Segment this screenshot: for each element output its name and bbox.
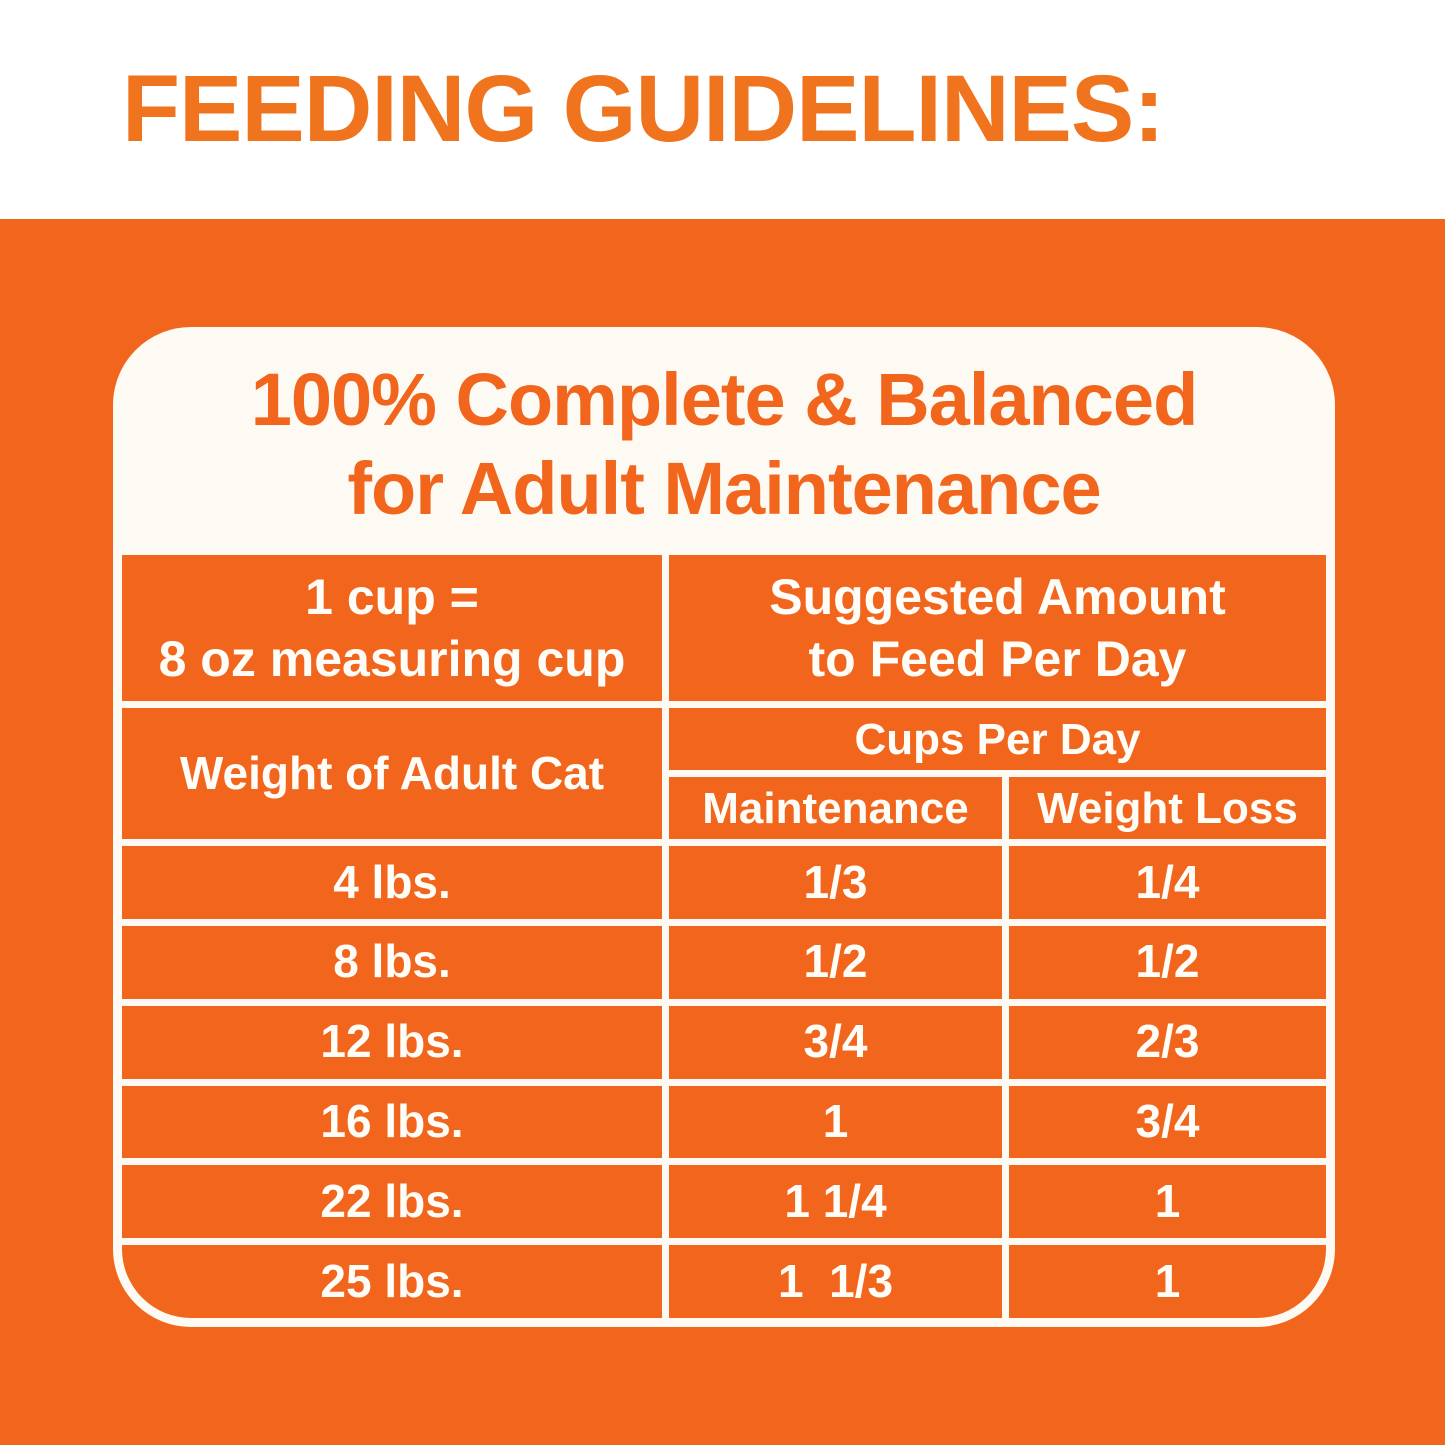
orange-background: 100% Complete & Balanced for Adult Maint… bbox=[0, 219, 1445, 1445]
column-header-maintenance: Maintenance bbox=[669, 777, 1002, 839]
card-title: 100% Complete & Balanced for Adult Maint… bbox=[122, 336, 1326, 548]
feeding-guidelines-card: 100% Complete & Balanced for Adult Maint… bbox=[113, 327, 1335, 1327]
weight-cell: 8 lbs. bbox=[122, 925, 662, 999]
header-band: FEEDING GUIDELINES: bbox=[0, 0, 1445, 219]
feeding-table: 1 cup = 8 oz measuring cup Suggested Amo… bbox=[122, 548, 1326, 1318]
weight-loss-cell: 1 bbox=[1009, 1245, 1326, 1318]
column-header-weight-loss: Weight Loss bbox=[1009, 777, 1326, 839]
maintenance-cell: 1 bbox=[669, 1085, 1002, 1159]
weight-loss-cell: 2/3 bbox=[1009, 1005, 1326, 1079]
column-header-cups-per-day: Cups Per Day bbox=[669, 708, 1326, 770]
weight-loss-cell: 3/4 bbox=[1009, 1085, 1326, 1159]
column-header-weight: Weight of Adult Cat bbox=[122, 708, 662, 839]
maintenance-cell: 1 1/3 bbox=[669, 1245, 1002, 1318]
weight-cell: 25 lbs. bbox=[122, 1245, 662, 1318]
card-title-line1: 100% Complete & Balanced bbox=[250, 358, 1199, 442]
suggested-amount-header: Suggested Amount to Feed Per Day bbox=[669, 555, 1326, 701]
maintenance-cell: 3/4 bbox=[669, 1005, 1002, 1079]
maintenance-cell: 1/3 bbox=[669, 846, 1002, 919]
weight-cell: 16 lbs. bbox=[122, 1085, 662, 1159]
weight-cell: 22 lbs. bbox=[122, 1165, 662, 1239]
maintenance-cell: 1 1/4 bbox=[669, 1165, 1002, 1239]
maintenance-cell: 1/2 bbox=[669, 925, 1002, 999]
weight-loss-cell: 1/2 bbox=[1009, 925, 1326, 999]
weight-cell: 4 lbs. bbox=[122, 846, 662, 919]
weight-loss-cell: 1/4 bbox=[1009, 846, 1326, 919]
weight-loss-cell: 1 bbox=[1009, 1165, 1326, 1239]
weight-cell: 12 lbs. bbox=[122, 1005, 662, 1079]
card-title-line2: for Adult Maintenance bbox=[347, 447, 1101, 530]
page-title: FEEDING GUIDELINES: bbox=[122, 56, 1165, 162]
cup-measure-note: 1 cup = 8 oz measuring cup bbox=[122, 555, 662, 701]
